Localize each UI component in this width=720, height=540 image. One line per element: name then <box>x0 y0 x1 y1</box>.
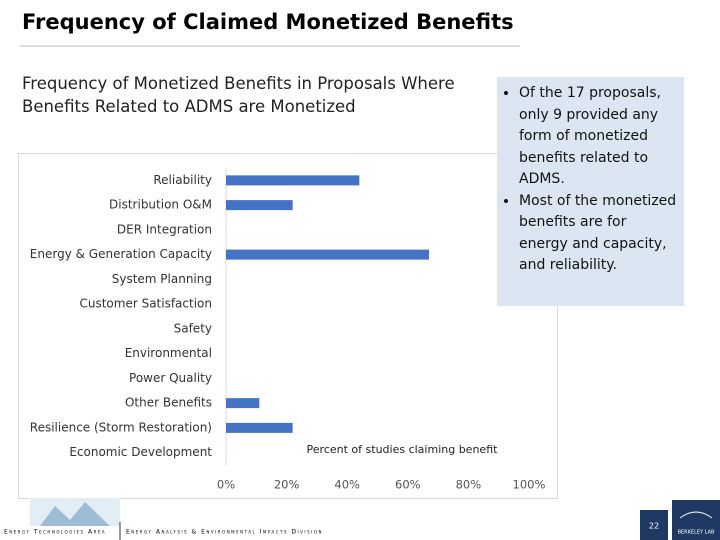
page-box <box>640 510 668 540</box>
x-axis-label: Percent of studies claiming benefit <box>307 443 499 456</box>
bullet: Most of the monetized benefits are for e… <box>519 191 678 277</box>
y-tick-label: Economic Development <box>69 445 212 459</box>
lab-logo <box>672 500 720 540</box>
slide-title: Frequency of Claimed Monetized Benefits <box>22 10 514 34</box>
bar <box>226 398 260 409</box>
bullet-list: Of the 17 proposals, only 9 provided any… <box>505 83 678 277</box>
y-tick-label: Energy & Generation Capacity <box>30 247 212 261</box>
bar <box>226 200 293 211</box>
bar <box>226 175 360 186</box>
y-tick-label: Safety <box>174 321 212 335</box>
bar <box>226 422 293 433</box>
x-tick-label: 40% <box>334 478 360 492</box>
x-tick-label: 20% <box>274 478 300 492</box>
page-number: 22 <box>649 522 659 531</box>
bar <box>226 249 430 260</box>
y-tick-label: System Planning <box>112 272 212 286</box>
footer-right: Energy Analysis & Environmental Impacts … <box>126 529 323 536</box>
lab-logo-arc <box>679 511 713 519</box>
chart-frame <box>18 153 558 499</box>
footer-left: Energy Technologies Area <box>4 529 106 536</box>
chart-title: Frequency of Monetized Benefits in Propo… <box>22 74 455 116</box>
bullet: Of the 17 proposals, only 9 provided any… <box>519 83 678 191</box>
x-tick-label: 100% <box>513 478 546 492</box>
x-tick-label: 0% <box>217 478 235 492</box>
y-tick-label: Distribution O&M <box>109 198 212 212</box>
y-tick-label: DER Integration <box>117 222 212 236</box>
x-tick-label: 80% <box>456 478 482 492</box>
bullet-box: Of the 17 proposals, only 9 provided any… <box>497 77 684 306</box>
lab-name: BERKELEY LAB <box>678 530 715 536</box>
y-tick-label: Environmental <box>125 346 212 360</box>
y-tick-label: Resilience (Storm Restoration) <box>30 420 212 434</box>
y-tick-label: Reliability <box>153 173 212 187</box>
y-tick-label: Power Quality <box>129 371 212 385</box>
y-tick-label: Customer Satisfaction <box>79 297 212 311</box>
footer-left-logo <box>30 498 120 526</box>
y-tick-label: Other Benefits <box>125 396 212 410</box>
x-tick-label: 60% <box>395 478 421 492</box>
